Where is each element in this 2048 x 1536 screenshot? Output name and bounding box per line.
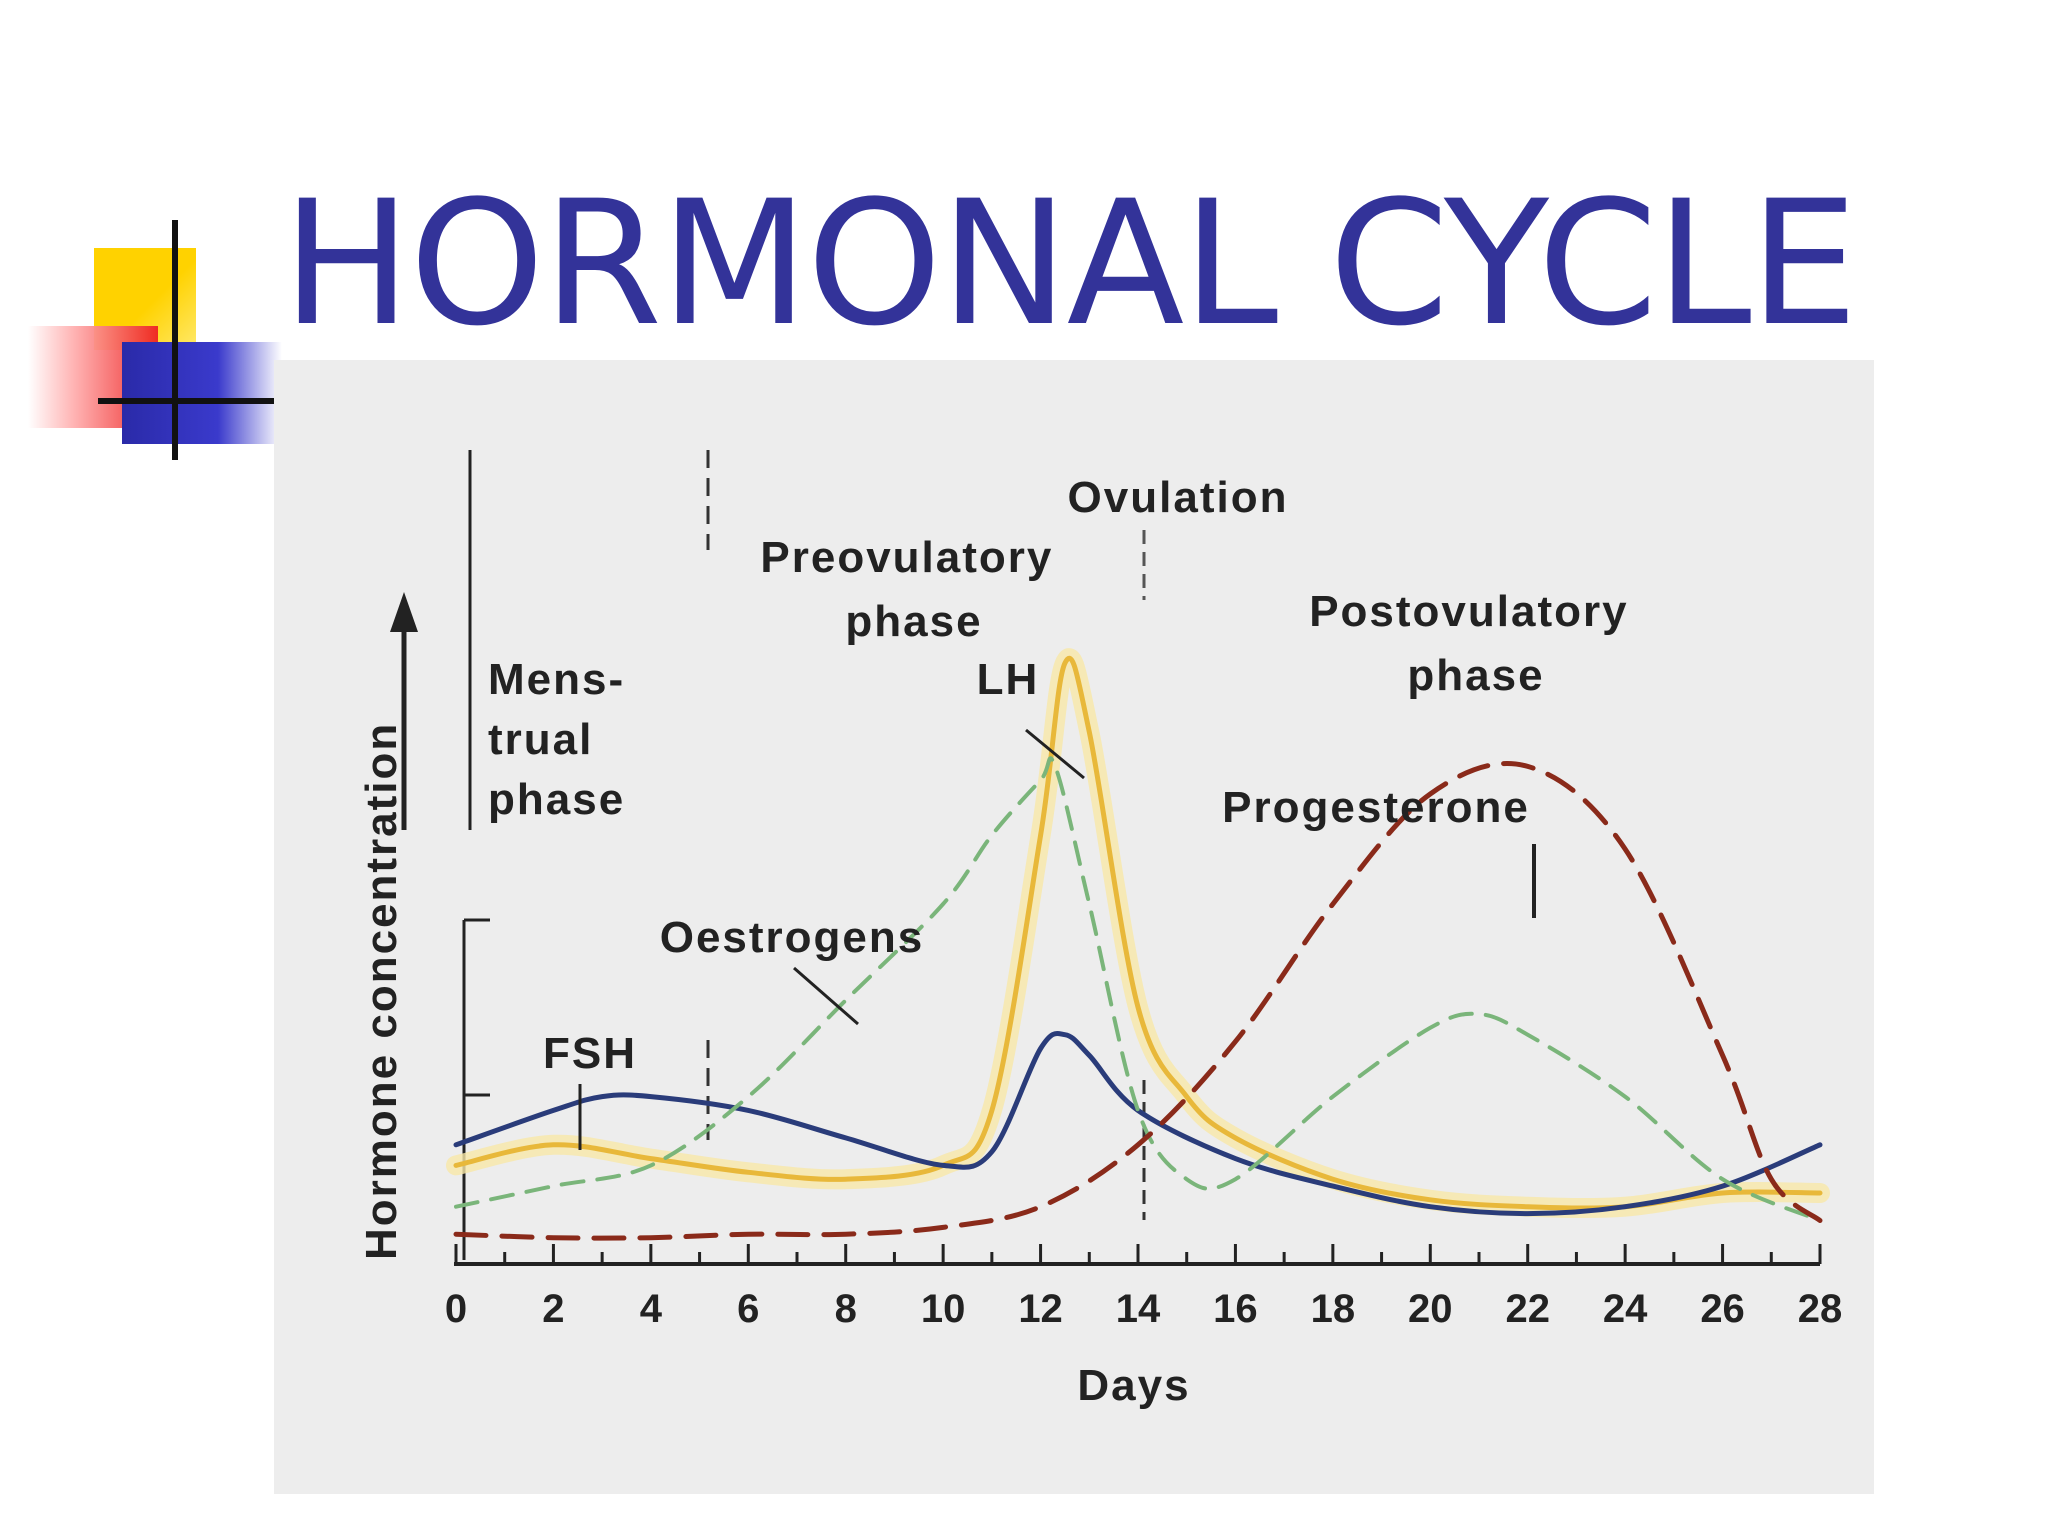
series-line-oestrogens [454,756,1822,1223]
series-line-lh [453,655,1823,1211]
x-tick-label: 14 [1116,1287,1161,1331]
x-tick-label: 22 [1505,1287,1550,1331]
phase-label-postovulatory: Postovulatory phase [1309,587,1643,700]
phase-label-postovulatory-l2: phase [1407,651,1544,700]
series [446,648,1830,1241]
y-axis-label: Hormone concentration [357,722,406,1260]
x-tick-label: 26 [1700,1287,1745,1331]
phase-label-preovulatory-l2: phase [845,597,982,646]
chart-panel [274,360,1874,1494]
x-tick-label: 10 [921,1287,966,1331]
x-axis-label: Days [1077,1361,1190,1410]
cross-horizontal-line [98,398,300,404]
series-label-fsh: FSH [543,1029,637,1078]
phase-label-postovulatory-l1: Postovulatory [1309,587,1628,636]
y-axis-arrow-head [390,592,418,632]
leader-lh [1025,728,1085,780]
hormonal-cycle-chart: 0 2 4 6 8 10 12 14 16 18 20 22 24 26 28 Hormone concen… [357,450,1842,1410]
x-tick-label: 0 [445,1287,467,1331]
series-label-lh: LH [977,655,1040,704]
phase-label-menstrual: Mens- trual phase [488,655,639,824]
slide-title: HORMONAL CYCLE [282,163,1858,364]
annotation-ovulation: Ovulation [1068,473,1289,522]
blue-square [122,342,282,444]
x-tick-label: 4 [640,1287,663,1331]
x-tick-label: 12 [1018,1287,1063,1331]
x-tick-label: 18 [1311,1287,1356,1331]
x-tick-label: 16 [1213,1287,1258,1331]
series-label-progesterone: Progesterone [1222,783,1530,832]
phase-label-menstrual-l1: Mens- [488,655,625,704]
leader-oestrogens [793,966,859,1026]
x-tick-label: 28 [1798,1287,1843,1331]
title-bullet-decoration [24,218,300,468]
x-tick-label: 24 [1603,1287,1648,1331]
x-tick-label: 8 [835,1287,857,1331]
x-ticks: 0 2 4 6 8 10 12 14 16 18 20 22 24 26 28 [445,1244,1842,1331]
cross-vertical-line [172,220,178,460]
series-label-oestrogens: Oestrogens [660,913,925,962]
series-line-progesterone [453,761,1823,1241]
phase-label-menstrual-l2: trual [488,715,593,764]
x-tick-label: 6 [737,1287,759,1331]
phase-label-menstrual-l3: phase [488,775,625,824]
x-tick-label: 20 [1408,1287,1453,1331]
phase-label-preovulatory-l1: Preovulatory [760,533,1053,582]
phase-label-preovulatory: Preovulatory phase [760,533,1067,646]
series-line-fsh [453,1030,1823,1217]
x-tick-label: 2 [542,1287,564,1331]
